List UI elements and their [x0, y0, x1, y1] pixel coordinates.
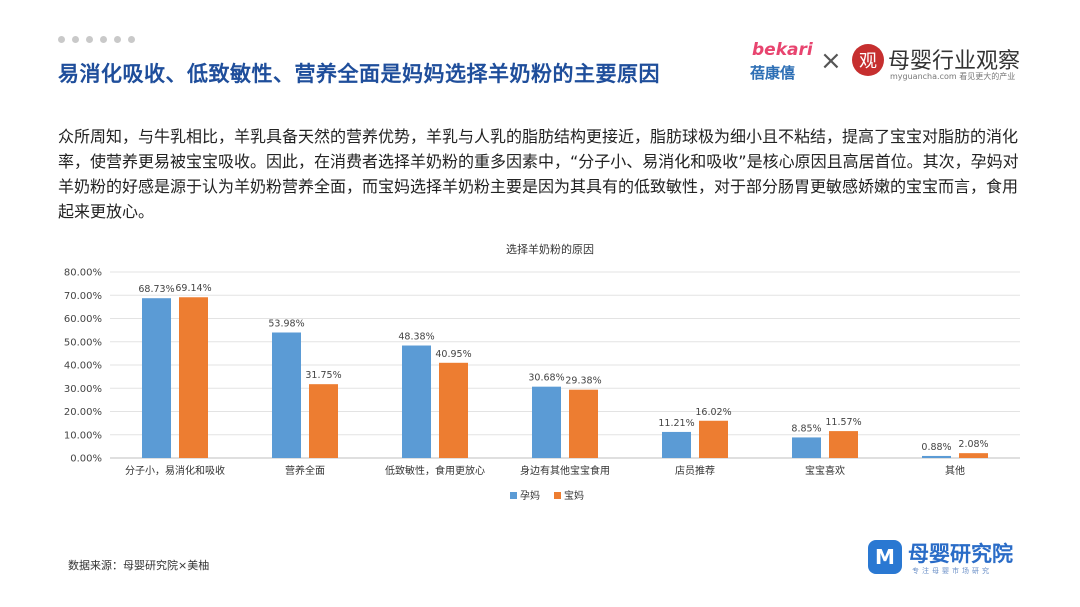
page-title: 易消化吸收、低致敏性、营养全面是妈妈选择羊奶粉的主要原因: [58, 62, 660, 86]
legend-label: 宝妈: [564, 489, 584, 502]
data-label: 31.75%: [305, 370, 341, 381]
x-tick-label: 分子小，易消化和吸收: [125, 464, 225, 477]
data-source-note: 数据来源：母婴研究院×美柚: [68, 559, 210, 572]
intro-paragraph: 众所周知，与牛乳相比，羊乳具备天然的营养优势，羊乳与人乳的脂肪结构更接近，脂肪球…: [58, 127, 1019, 221]
chart-gridlines: [110, 271, 1020, 459]
y-tick-label: 70.00%: [64, 291, 102, 302]
y-tick-label: 80.00%: [64, 268, 102, 279]
bar-baoma: [439, 362, 468, 458]
x-tick-label: 身边有其他宝宝食用: [520, 464, 610, 477]
bar-yunma: [792, 437, 821, 458]
partner-logos: bekari 蓓康僖 × 观 母婴行业观察 myguancha.com 看见更大…: [750, 40, 1040, 84]
bar-yunma: [532, 386, 561, 458]
bar-yunma: [272, 332, 301, 458]
x-tick-label: 店员推荐: [675, 464, 715, 477]
legend-swatch: [510, 492, 517, 499]
chart-bars: 68.73% 69.14% 53.98% 31.75% 48.38%40.95% 30.6…: [138, 283, 989, 458]
bar-yunma: [922, 455, 951, 458]
x-tick-label: 宝宝喜欢: [805, 464, 845, 477]
data-label: 48.38%: [398, 332, 434, 343]
y-tick-label: 40.00%: [64, 361, 102, 372]
chart-legend: 孕妈 宝妈: [510, 489, 584, 502]
chart-x-axis: 分子小，易消化和吸收 营养全面 低致敏性，食用更放心 身边有其他宝宝食用 店员推荐 宝宝喜…: [125, 464, 965, 477]
data-label: 30.68%: [528, 373, 564, 384]
data-label: 16.02%: [695, 407, 731, 418]
data-label: 0.88%: [921, 442, 951, 453]
bar-baoma: [569, 389, 598, 458]
data-label: 69.14%: [175, 283, 211, 294]
legend-swatch: [554, 492, 561, 499]
data-label: 53.98%: [268, 318, 304, 329]
y-tick-label: 30.00%: [64, 384, 102, 395]
data-label: 2.08%: [958, 439, 988, 450]
guancha-logo-name: 母婴行业观察: [888, 49, 1021, 74]
bekari-logo-cn: 蓓康僖: [750, 64, 796, 82]
bar-yunma: [662, 431, 691, 458]
data-label: 29.38%: [565, 376, 601, 387]
data-label: 11.57%: [825, 417, 861, 428]
y-tick-label: 20.00%: [64, 407, 102, 418]
brand-icon: M: [868, 540, 902, 574]
bekari-logo-text: bekari: [752, 40, 813, 60]
bar-baoma: [179, 297, 208, 458]
y-tick-label: 0.00%: [70, 454, 102, 465]
brand-subtitle: 专注母婴市场研究: [912, 567, 992, 575]
y-tick-label: 60.00%: [64, 314, 102, 325]
bar-baoma: [699, 420, 728, 458]
brand-name: 母婴研究院: [908, 542, 1013, 566]
y-tick-label: 50.00%: [64, 337, 102, 348]
guancha-logo-subtitle: myguancha.com 看见更大的产业: [890, 72, 1016, 81]
x-tick-label: 其他: [945, 464, 965, 477]
decorative-dots: [58, 36, 135, 43]
guancha-logo-mark: 观: [852, 44, 884, 76]
data-label: 11.21%: [658, 418, 694, 429]
bar-baoma: [829, 431, 858, 458]
bar-baoma: [309, 384, 338, 458]
times-sign: ×: [820, 46, 842, 76]
y-tick-label: 10.00%: [64, 430, 102, 441]
bar-yunma: [142, 298, 171, 458]
data-label: 40.95%: [435, 349, 471, 360]
bar-baoma: [959, 453, 988, 458]
chart-title: 选择羊奶粉的原因: [506, 242, 594, 256]
brand-logo: M 母婴研究院 专注母婴市场研究: [868, 536, 1038, 580]
chart-y-axis: 0.00% 10.00% 20.00% 30.00% 40.00% 50.00% 60.00…: [64, 268, 102, 465]
legend-label: 孕妈: [520, 489, 540, 502]
bar-yunma: [402, 345, 431, 458]
bekari-logo: bekari 蓓康僖: [750, 40, 814, 84]
x-tick-label: 营养全面: [285, 464, 325, 477]
x-tick-label: 低致敏性，食用更放心: [385, 464, 485, 477]
data-label: 8.85%: [791, 423, 821, 434]
data-label: 68.73%: [138, 284, 174, 295]
